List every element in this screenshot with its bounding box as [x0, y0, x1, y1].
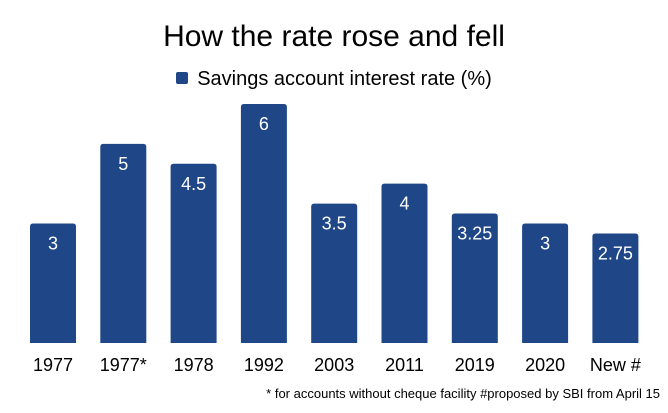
- x-tick-label: 1977*: [100, 355, 147, 375]
- data-label: 3.5: [322, 214, 347, 234]
- data-label: 3: [48, 234, 58, 254]
- bar-2019: [451, 213, 498, 343]
- data-label: 4.5: [181, 174, 206, 194]
- bar-1978: [170, 163, 217, 343]
- x-tick-label: 2019: [455, 355, 495, 375]
- bar-2020: [522, 223, 569, 343]
- data-label: 3: [540, 234, 550, 254]
- legend-label: Savings account interest rate (%): [197, 68, 492, 90]
- x-tick-label: 2003: [314, 355, 354, 375]
- bar-1977: [30, 223, 76, 343]
- x-tick-label: 1992: [244, 355, 284, 375]
- footnote: * for accounts without cheque facility #…: [266, 386, 660, 401]
- data-label: 6: [259, 114, 269, 134]
- legend: Savings account interest rate (%): [0, 68, 668, 91]
- bar-New #: [592, 233, 639, 343]
- data-label: 2.75: [598, 243, 633, 263]
- data-label: 5: [118, 154, 128, 174]
- x-tick-label: New #: [590, 355, 641, 375]
- bar-1992: [240, 104, 287, 343]
- x-tick-label: 1978: [174, 355, 214, 375]
- x-tick-label: 2020: [525, 355, 565, 375]
- data-label: 4: [399, 194, 409, 214]
- data-label: 3.25: [457, 224, 492, 244]
- bar-1977*: [100, 143, 147, 343]
- legend-swatch: [176, 72, 189, 84]
- x-tick-label: 2011: [385, 355, 424, 375]
- x-tick-label: 1977: [33, 355, 73, 375]
- bar-2003: [311, 203, 358, 343]
- chart-title: How the rate rose and fell: [163, 20, 505, 53]
- bar-2011: [381, 183, 428, 343]
